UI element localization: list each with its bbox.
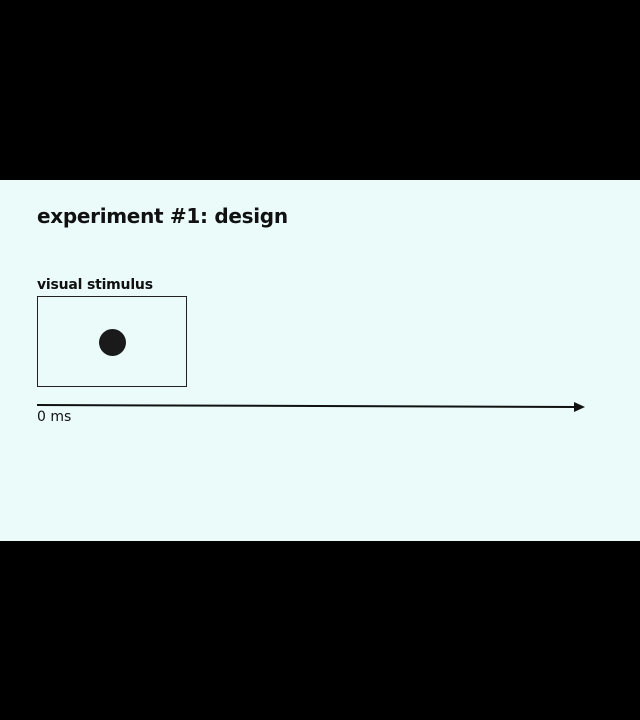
timeline-axis xyxy=(37,404,576,408)
timeline-arrow xyxy=(37,402,585,412)
stimulus-label: visual stimulus xyxy=(37,277,153,293)
stimulus-dot xyxy=(99,329,126,356)
stimulus-frame xyxy=(37,296,187,387)
letterbox-top xyxy=(0,0,640,180)
timeline-arrowhead xyxy=(574,402,585,412)
letterbox-bottom xyxy=(0,541,640,720)
time-start-label: 0 ms xyxy=(37,409,72,425)
slide-title: experiment #1: design xyxy=(37,204,288,228)
slide: experiment #1: design visual stimulus 0 … xyxy=(0,180,640,541)
